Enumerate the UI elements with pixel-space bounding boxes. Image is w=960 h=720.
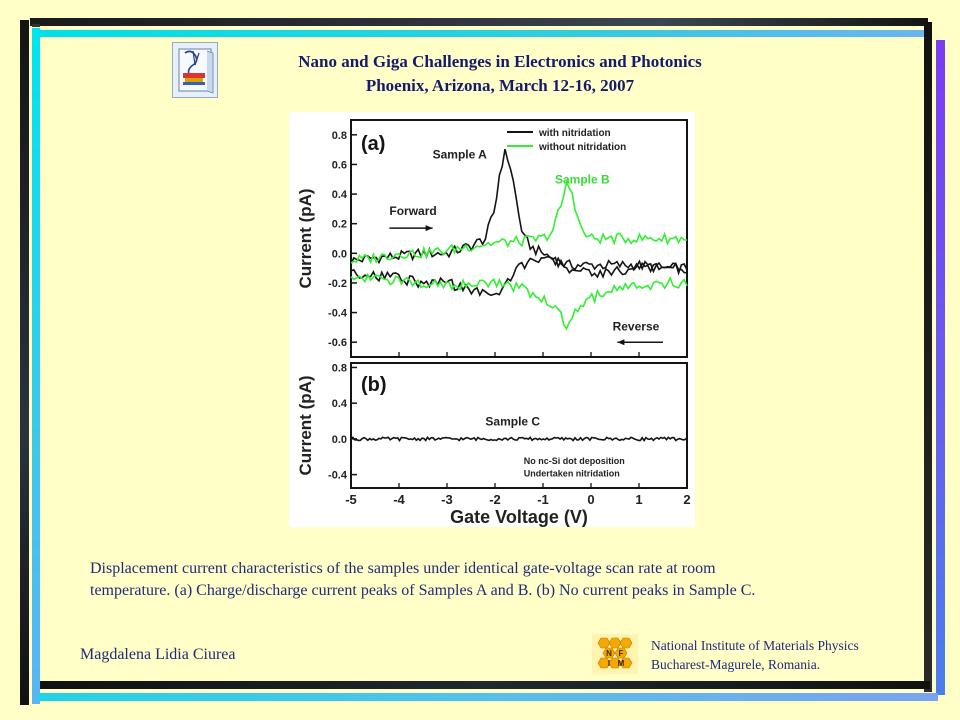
panel-b-ytick-label: -0.4 [328,470,348,482]
panel-b-annotation: Undertaken nitridation [524,468,620,478]
right-frame-bar-purple [936,40,945,695]
panel-a-ytick-label: 0.8 [332,130,347,142]
xtick-label: 0 [587,492,594,507]
panel-b-annotation: Sample C [485,415,540,429]
nfim-logo-letter-n: N [606,649,612,658]
left-frame-bar-dark [20,20,29,705]
panel-b-panel-label: (b) [361,374,387,396]
panel-a-ytick-label: 0.4 [332,189,348,201]
panel-a-ytick-label: 0.0 [332,248,347,260]
panel-a-series-line [350,179,688,265]
xtick-label: -2 [489,492,501,507]
conference-logo [172,42,218,98]
reverse-arrow-head [617,339,625,346]
xtick-label: -4 [393,492,405,507]
displacement-current-chart: 0.8 0.6 0.4 0.2 0.0 -0.2 -0.4 -0.6 (a) Sample A Sa… [296,119,691,527]
panel-a-series-line [350,148,688,276]
right-frame-bar-dark [924,22,932,692]
panel-a-ytick-label: 0.2 [332,219,347,231]
panel-b-ytick-label: 0.8 [332,362,347,374]
top-frame-bar-cyan [40,30,930,37]
panel-a-annotation: Sample B [555,173,610,187]
nfim-logo-letter-m: M [618,659,625,668]
caption-line-1: Displacement current characteristics of … [90,560,716,577]
slide-title: Nano and Giga Challenges in Electronics … [230,50,770,98]
panel-a-series-line [350,272,688,331]
panel-a-plot-frame [350,119,688,358]
institute-line-2: Bucharest-Magurele, Romania. [651,657,821,672]
bottom-frame-bar-dark [40,681,930,689]
xtick-label: -1 [537,492,549,507]
caption-line-2: temperature. (a) Charge/discharge curren… [90,582,756,599]
panel-b-ytick-label: 0.0 [332,434,347,446]
panel-a-ytick-label: 0.6 [332,159,347,171]
panel-b-ytick-label: 0.4 [332,398,348,410]
panel-a-ytick-label: -0.6 [328,337,347,349]
panel-a-ytick-label: -0.4 [328,308,348,320]
panel-a-annotation: Reverse [613,319,660,333]
top-frame-bar-dark [30,18,928,26]
left-frame-tick [32,24,40,27]
institute-info: National Institute of Materials Physics … [651,636,859,674]
panel-b-plot-frame [350,362,688,489]
institute-line-1: National Institute of Materials Physics [651,638,859,653]
title-line-1: Nano and Giga Challenges in Electronics … [298,52,702,71]
xtick-label: -5 [345,492,357,507]
panel-a-series-line [350,255,688,298]
bottom-frame-bar-cyan [38,693,938,701]
panel-a-ytick-label: -0.2 [328,278,347,290]
xtick-label: -3 [441,492,453,507]
panel-a-legend-label: without nitridation [538,142,626,153]
conference-logo-graphic [173,43,217,97]
panel-a-ylabel: Current (pA) [296,188,315,288]
nfim-logo-graphic: N F I M [592,634,638,674]
panel-b-annotation: No nc-Si dot deposition [524,456,625,466]
xlabel: Gate Voltage (V) [450,507,588,527]
xtick-label: 2 [683,492,690,507]
panel-b-series-line [350,435,688,442]
title-line-2: Phoenix, Arizona, March 12-16, 2007 [365,76,635,95]
nfim-logo-letter-i: I [608,659,610,668]
xtick-label: 1 [635,492,642,507]
panel-b-ylabel: Current (pA) [296,375,315,475]
left-frame-bar-cyan [32,28,40,704]
panel-a-annotation: Sample A [433,148,488,162]
nfim-logo-letter-f: F [619,649,624,658]
panel-a-annotation: Forward [389,204,436,218]
figure-panel: 0.8 0.6 0.4 0.2 0.0 -0.2 -0.4 -0.6 (a) Sample A Sa… [289,112,695,527]
forward-arrow-head [425,225,433,232]
nfim-logo: N F I M [592,634,638,674]
panel-a-legend-label: with nitridation [538,128,611,139]
author-name: Magdalena Lidia Ciurea [80,646,236,663]
panel-a-panel-label: (a) [361,133,385,155]
figure-caption: Displacement current characteristics of … [90,558,910,602]
